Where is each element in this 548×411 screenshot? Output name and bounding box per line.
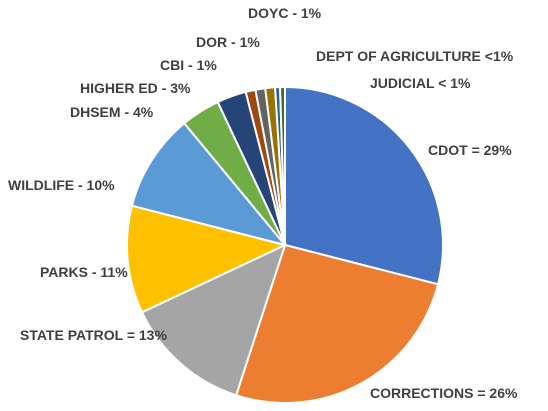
slice-label: DHSEM - 4% <box>70 104 154 120</box>
value-label: - 10% <box>78 177 115 193</box>
slice-label: HIGHER ED - 3% <box>80 80 191 96</box>
slice-label: CORRECTIONS = 26% <box>370 385 518 401</box>
slice-label: CBI - 1% <box>160 57 217 73</box>
category-name: DOYC <box>248 5 288 21</box>
category-name: PARKS <box>40 264 88 280</box>
value-label: = 29% <box>472 142 513 158</box>
value-label: - 3% <box>162 80 191 96</box>
slice-label: DOYC - 1% <box>248 5 322 21</box>
value-label: - 1% <box>231 34 260 50</box>
category-name: WILDLIFE <box>8 177 74 193</box>
value-label: = 26% <box>477 385 518 401</box>
value-label: - 11% <box>92 264 128 280</box>
value-label: - 4% <box>124 104 153 120</box>
pie-slice <box>279 85 286 246</box>
category-name: DHSEM <box>70 104 121 120</box>
pie-slice <box>284 85 444 286</box>
value-label: - 1% <box>188 57 217 73</box>
category-name: HIGHER ED <box>80 80 158 96</box>
pie-slice <box>234 243 440 404</box>
value-label: < 1% <box>438 75 471 91</box>
value-label: = 13% <box>127 327 168 343</box>
pie-slice <box>126 204 288 314</box>
value-label: <1% <box>485 48 514 64</box>
slice-label: DEPT OF AGRICULTURE <1% <box>316 48 514 64</box>
category-name: CORRECTIONS <box>370 385 473 401</box>
pie-slice <box>140 243 287 397</box>
slice-label: DOR - 1% <box>196 34 260 50</box>
category-name: DEPT OF AGRICULTURE <box>316 48 481 64</box>
category-name: DOR <box>196 34 227 50</box>
category-name: CBI <box>160 57 184 73</box>
slice-label: STATE PATROL = 13% <box>20 327 167 343</box>
slice-label: WILDLIFE - 10% <box>8 177 115 193</box>
slice-label: CDOT = 29% <box>428 142 512 158</box>
slice-label: PARKS - 11% <box>40 264 128 280</box>
category-name: STATE PATROL <box>20 327 124 343</box>
pie-slice <box>130 121 288 247</box>
value-label: - 1% <box>292 5 321 21</box>
category-name: JUDICIAL <box>370 75 435 91</box>
slice-label: JUDICIAL < 1% <box>370 75 471 91</box>
category-name: CDOT <box>428 142 468 158</box>
